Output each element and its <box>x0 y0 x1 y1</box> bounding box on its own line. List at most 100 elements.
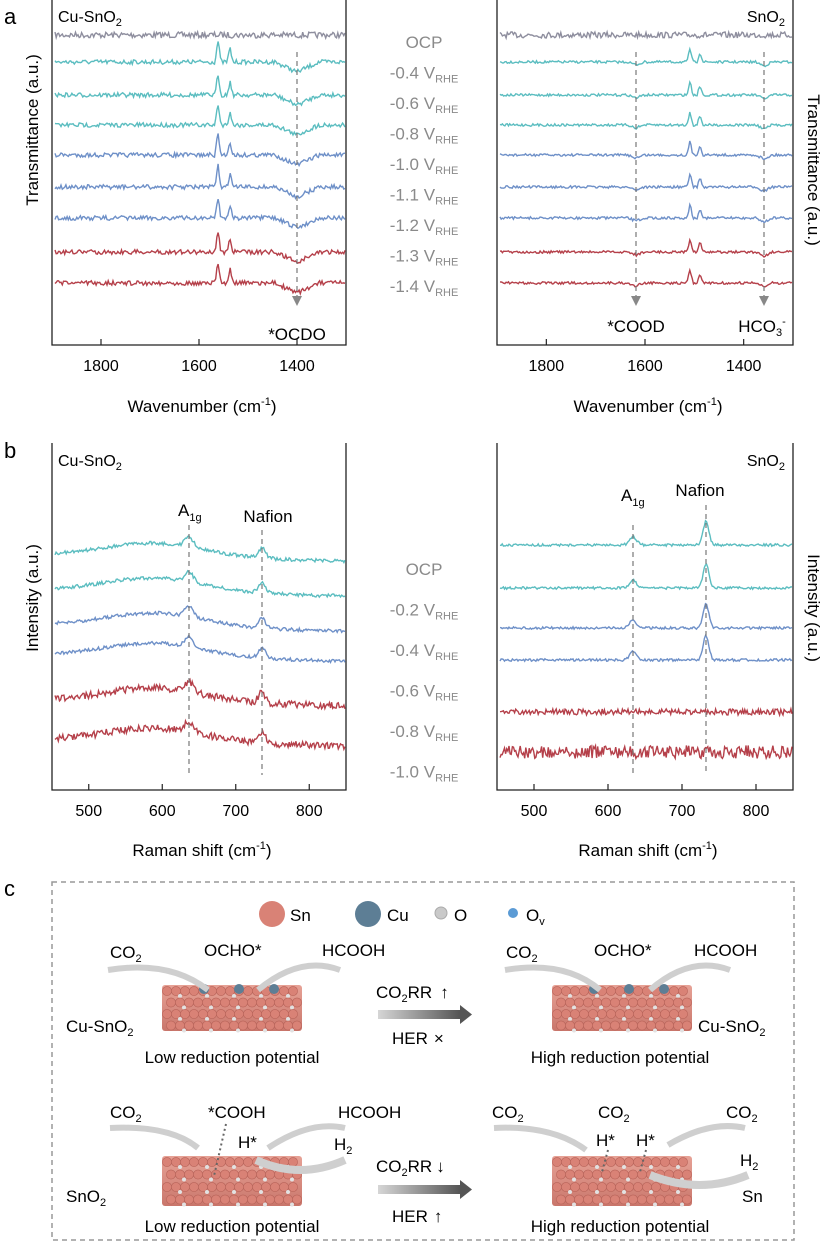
cooh-label: *COOH <box>208 1103 266 1122</box>
o-atom <box>626 1028 630 1033</box>
scheme-cu-low: CO2 OCHO* HCOOH Cu-SnO2 Low reduction po… <box>66 941 385 1067</box>
sn-atom <box>570 986 580 996</box>
raman-right-ylabel: Intensity (a.u.) <box>804 554 823 662</box>
o-atom <box>205 994 209 998</box>
o-atom <box>290 1028 294 1033</box>
raman-potential-label: -0.2 VRHE <box>390 601 459 623</box>
sn-atom <box>606 986 616 996</box>
raman-trace <box>499 706 793 718</box>
transition-arrow-head <box>460 1180 472 1199</box>
ocho-label: OCHO* <box>204 941 262 960</box>
h2-outflow-arrow <box>254 1156 347 1174</box>
ir-trace <box>499 202 793 224</box>
co2-label: CO2 <box>506 943 538 965</box>
sn-atom <box>193 1194 203 1205</box>
sn-atom <box>234 1182 244 1192</box>
sn-atom <box>574 997 584 1008</box>
catalyst-slab <box>162 1156 302 1207</box>
ir-potential-label: -1.0 VRHE <box>390 155 459 177</box>
sn-atom <box>583 997 593 1008</box>
o-atom <box>182 1005 186 1010</box>
raman-potential-label: -0.4 VRHE <box>390 641 459 663</box>
sn-atom <box>628 1020 638 1031</box>
raman-trace <box>499 743 793 761</box>
o-atom <box>286 994 290 998</box>
sn-atom <box>243 1009 253 1019</box>
cu-atom <box>234 984 244 994</box>
o-atom <box>263 1005 267 1010</box>
sn-atom <box>234 1009 244 1019</box>
sn-atom <box>180 1182 190 1192</box>
sn-atom <box>660 1157 670 1167</box>
sn-atom <box>628 1194 638 1205</box>
ir-left-tick-label: 1800 <box>83 358 119 375</box>
sn-atom <box>288 1157 298 1167</box>
sn-atom <box>189 1009 199 1019</box>
sn-atom <box>184 1020 194 1031</box>
transition-arrow-bar <box>378 1010 460 1019</box>
raman-left-sample-label: Cu-SnO2 <box>58 453 122 473</box>
sn-atom <box>678 1009 688 1019</box>
sn-atom <box>162 986 172 996</box>
co2-label: CO2 <box>110 943 142 965</box>
ir-potential-label: -1.1 VRHE <box>390 186 459 208</box>
ir-right-cood-arrow <box>631 296 641 306</box>
sn-atom <box>556 1020 566 1031</box>
raman-left-ylabel: Intensity (a.u.) <box>23 544 42 652</box>
sn-atom <box>207 1009 217 1019</box>
ir-trace <box>54 198 346 230</box>
sn-atom <box>243 1157 253 1167</box>
raman-right-sample-label: SnO2 <box>747 453 785 473</box>
sn-atom <box>606 1182 616 1192</box>
raman-left-tick-label: 800 <box>296 803 323 820</box>
o-atom <box>209 1202 213 1207</box>
high-potential-label: High reduction potential <box>531 1048 710 1067</box>
co2-label: CO2 <box>492 1103 524 1125</box>
raman-left-traces <box>54 535 346 752</box>
hstar-bond <box>601 1149 609 1173</box>
ir-trace <box>54 133 346 168</box>
cu-atom <box>659 984 669 994</box>
raman-trace <box>54 677 346 711</box>
ir-trace <box>54 29 346 41</box>
ir-trace <box>54 105 346 137</box>
sn-atom <box>583 1020 593 1031</box>
raman-trace <box>499 519 793 548</box>
sn-atom <box>193 1169 203 1180</box>
sn-atom <box>624 1157 634 1167</box>
sn-atom <box>655 1020 665 1031</box>
ir-right-xticks: 1800 1600 1400 <box>529 339 762 375</box>
sn-atom <box>162 1182 172 1192</box>
sn-atom <box>166 1169 176 1180</box>
ir-right-tick-label: 1600 <box>627 358 663 375</box>
ir-left-traces <box>54 29 346 296</box>
sn-atom <box>624 1182 634 1192</box>
h2-label: H2 <box>334 1135 352 1157</box>
sn-atom <box>655 1194 665 1205</box>
o-atom <box>209 1177 213 1182</box>
sn-atom <box>238 1169 248 1180</box>
transition-arrow-bar <box>378 1185 460 1194</box>
raman-trace <box>54 535 346 564</box>
co2-label: CO2 <box>598 1103 630 1125</box>
raman-left-xlabel: Raman shift (cm-1) <box>132 840 271 860</box>
ir-trace <box>499 140 793 161</box>
raman-left-xticks: 500 600 700 800 <box>75 784 323 820</box>
raman-potential-label: OCP <box>406 560 443 579</box>
raman-left-frame <box>51 443 347 791</box>
o-atom <box>572 1028 576 1033</box>
o-atom <box>676 1017 680 1021</box>
o-atom <box>622 1017 626 1021</box>
o-atom <box>680 1028 684 1033</box>
raman-potential-label: -1.0 VRHE <box>390 763 459 785</box>
sn-atom <box>166 1194 176 1205</box>
h2-outflow-arrow <box>648 1171 750 1189</box>
o-atom <box>263 1202 267 1207</box>
sn-atom <box>166 997 176 1008</box>
o-atom <box>595 994 599 998</box>
hcooh-label: HCOOH <box>322 941 385 960</box>
o-atom <box>676 1190 680 1194</box>
raman-potential-label: -0.8 VRHE <box>390 722 459 744</box>
cu-atom <box>624 984 634 994</box>
